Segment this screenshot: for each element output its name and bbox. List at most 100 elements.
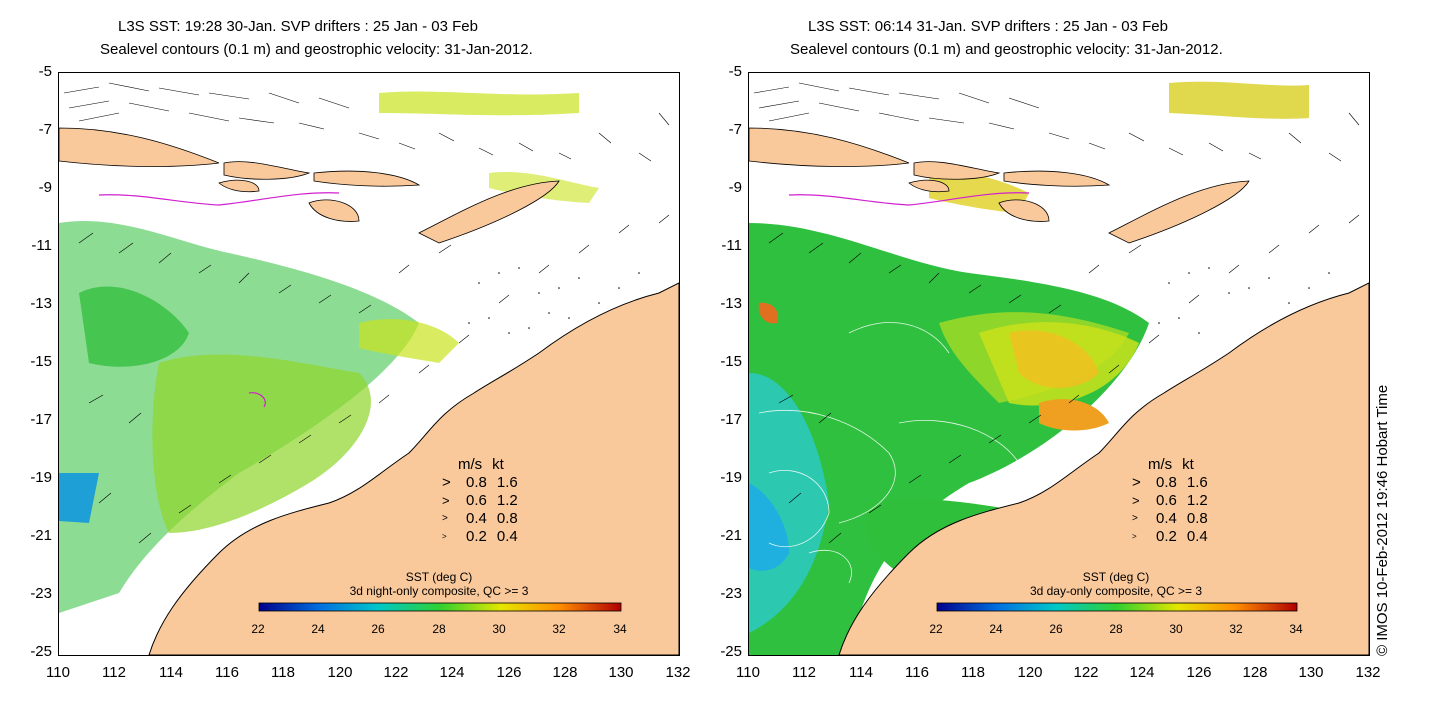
- y-tick: -23: [30, 585, 52, 602]
- arrow-icon: >: [1132, 493, 1140, 508]
- legend-kt: 0.4: [496, 528, 518, 545]
- y-tick: -17: [720, 411, 742, 428]
- y-tick: -25: [30, 643, 52, 660]
- map-canvas-night: [59, 82, 679, 655]
- colorbar-tick: 28: [1109, 622, 1123, 636]
- y-tick: -11: [31, 237, 52, 254]
- x-tick: 128: [552, 664, 578, 681]
- legend-kt: 0.8: [1186, 510, 1208, 527]
- legend-header-ms: m/s: [1148, 456, 1173, 473]
- x-tick: 114: [159, 664, 183, 681]
- legend-ms: 0.2: [466, 528, 487, 545]
- x-tick: 132: [665, 664, 691, 681]
- credit-text: © IMOS 10-Feb-2012 19:46 Hobart Time: [1374, 384, 1391, 656]
- arrow-icon: >: [442, 513, 448, 524]
- x-tick: 128: [1242, 664, 1268, 681]
- colorbar-tick: 32: [1229, 622, 1243, 636]
- y-tick: -17: [30, 411, 52, 428]
- colorbar-title: SST (deg C): [405, 570, 473, 584]
- y-tick: -19: [720, 469, 742, 486]
- colorbar-tick: 34: [1289, 622, 1303, 636]
- x-tick: 112: [102, 664, 126, 681]
- x-tick: 116: [215, 664, 239, 681]
- legend-ms: 0.8: [466, 474, 487, 491]
- x-tick: 132: [1355, 664, 1381, 681]
- legend-ms: 0.4: [466, 510, 487, 527]
- x-tick: 120: [327, 664, 353, 681]
- y-tick: -15: [720, 353, 742, 370]
- x-tick: 120: [1017, 664, 1043, 681]
- colorbar-tick: 22: [929, 622, 943, 636]
- arrow-icon: >: [1132, 532, 1137, 541]
- y-tick: -21: [720, 527, 742, 544]
- legend-header-kt: kt: [492, 456, 504, 473]
- arrow-icon: >: [1132, 474, 1141, 491]
- x-tick: 110: [46, 664, 70, 681]
- colorbar-tick: 32: [552, 622, 566, 636]
- y-tick: -13: [720, 295, 742, 312]
- legend-ms: 0.6: [1156, 492, 1177, 509]
- x-tick: 110: [736, 664, 760, 681]
- x-tick: 130: [1298, 664, 1324, 681]
- velocity-legend-left: m/s kt >0.8 1.6 >0.6 1.2 >0.4 0.8 >0.2 0.4: [442, 456, 518, 546]
- x-tick: 118: [271, 664, 295, 681]
- legend-ms: 0.6: [466, 492, 487, 509]
- y-tick: -9: [728, 179, 742, 196]
- arrow-icon: >: [1132, 513, 1138, 524]
- x-tick: 114: [849, 664, 873, 681]
- legend-ms: 0.4: [1156, 510, 1177, 527]
- legend-header-kt: kt: [1182, 456, 1194, 473]
- colorbar-subtitle: 3d day-only composite, QC >= 3: [1029, 584, 1203, 598]
- y-tick: -21: [30, 527, 52, 544]
- panel-title-line2: Sealevel contours (0.1 m) and geostrophi…: [100, 41, 533, 58]
- x-tick: 122: [1073, 664, 1099, 681]
- legend-kt: 1.2: [1186, 492, 1208, 509]
- colorbar-tick: 24: [311, 622, 325, 636]
- arrow-icon: >: [442, 474, 451, 491]
- colorbar-tick: 24: [989, 622, 1003, 636]
- y-tick: -19: [30, 469, 52, 486]
- legend-ms: 0.8: [1156, 474, 1177, 491]
- x-tick: 122: [383, 664, 409, 681]
- y-tick: -9: [38, 179, 52, 196]
- legend-kt: 0.4: [1186, 528, 1208, 545]
- x-tick: 116: [905, 664, 929, 681]
- legend-header-ms: m/s: [458, 456, 483, 473]
- sst-map-night: [58, 72, 680, 656]
- arrow-icon: >: [442, 493, 450, 508]
- panel-title-line1: L3S SST: 19:28 30-Jan. SVP drifters : 25…: [118, 18, 478, 35]
- velocity-legend-right: m/s kt >0.8 1.6 >0.6 1.2 >0.4 0.8 >0.2 0.4: [1132, 456, 1208, 546]
- legend-ms: 0.2: [1156, 528, 1177, 545]
- colorbar-left: [258, 602, 622, 612]
- y-tick: -11: [721, 237, 742, 254]
- colorbar-subtitle: 3d night-only composite, QC >= 3: [349, 584, 529, 598]
- panel-title-line1: L3S SST: 06:14 31-Jan. SVP drifters : 25…: [808, 18, 1168, 35]
- colorbar-title: SST (deg C): [1082, 570, 1150, 584]
- legend-kt: 1.2: [496, 492, 518, 509]
- colorbar-tick: 30: [492, 622, 506, 636]
- y-tick: -7: [728, 121, 742, 138]
- legend-kt: 1.6: [496, 474, 518, 491]
- arrow-icon: >: [442, 532, 447, 541]
- y-tick: -7: [38, 121, 52, 138]
- x-tick: 118: [961, 664, 985, 681]
- x-tick: 126: [1186, 664, 1212, 681]
- legend-kt: 0.8: [496, 510, 518, 527]
- y-tick: -23: [720, 585, 742, 602]
- legend-kt: 1.6: [1186, 474, 1208, 491]
- y-tick: -5: [38, 63, 52, 80]
- y-tick: -5: [728, 63, 742, 80]
- colorbar-tick: 34: [613, 622, 627, 636]
- x-tick: 112: [792, 664, 816, 681]
- colorbar-tick: 26: [1049, 622, 1063, 636]
- sst-map-day: [748, 72, 1370, 656]
- colorbar-right: [936, 602, 1298, 612]
- colorbar-tick: 26: [371, 622, 385, 636]
- colorbar-tick: 22: [251, 622, 265, 636]
- x-tick: 126: [496, 664, 522, 681]
- y-tick: -15: [30, 353, 52, 370]
- x-tick: 124: [439, 664, 465, 681]
- panel-title-line2: Sealevel contours (0.1 m) and geostrophi…: [790, 41, 1223, 58]
- map-canvas-day: [749, 81, 1369, 655]
- colorbar-tick: 30: [1169, 622, 1183, 636]
